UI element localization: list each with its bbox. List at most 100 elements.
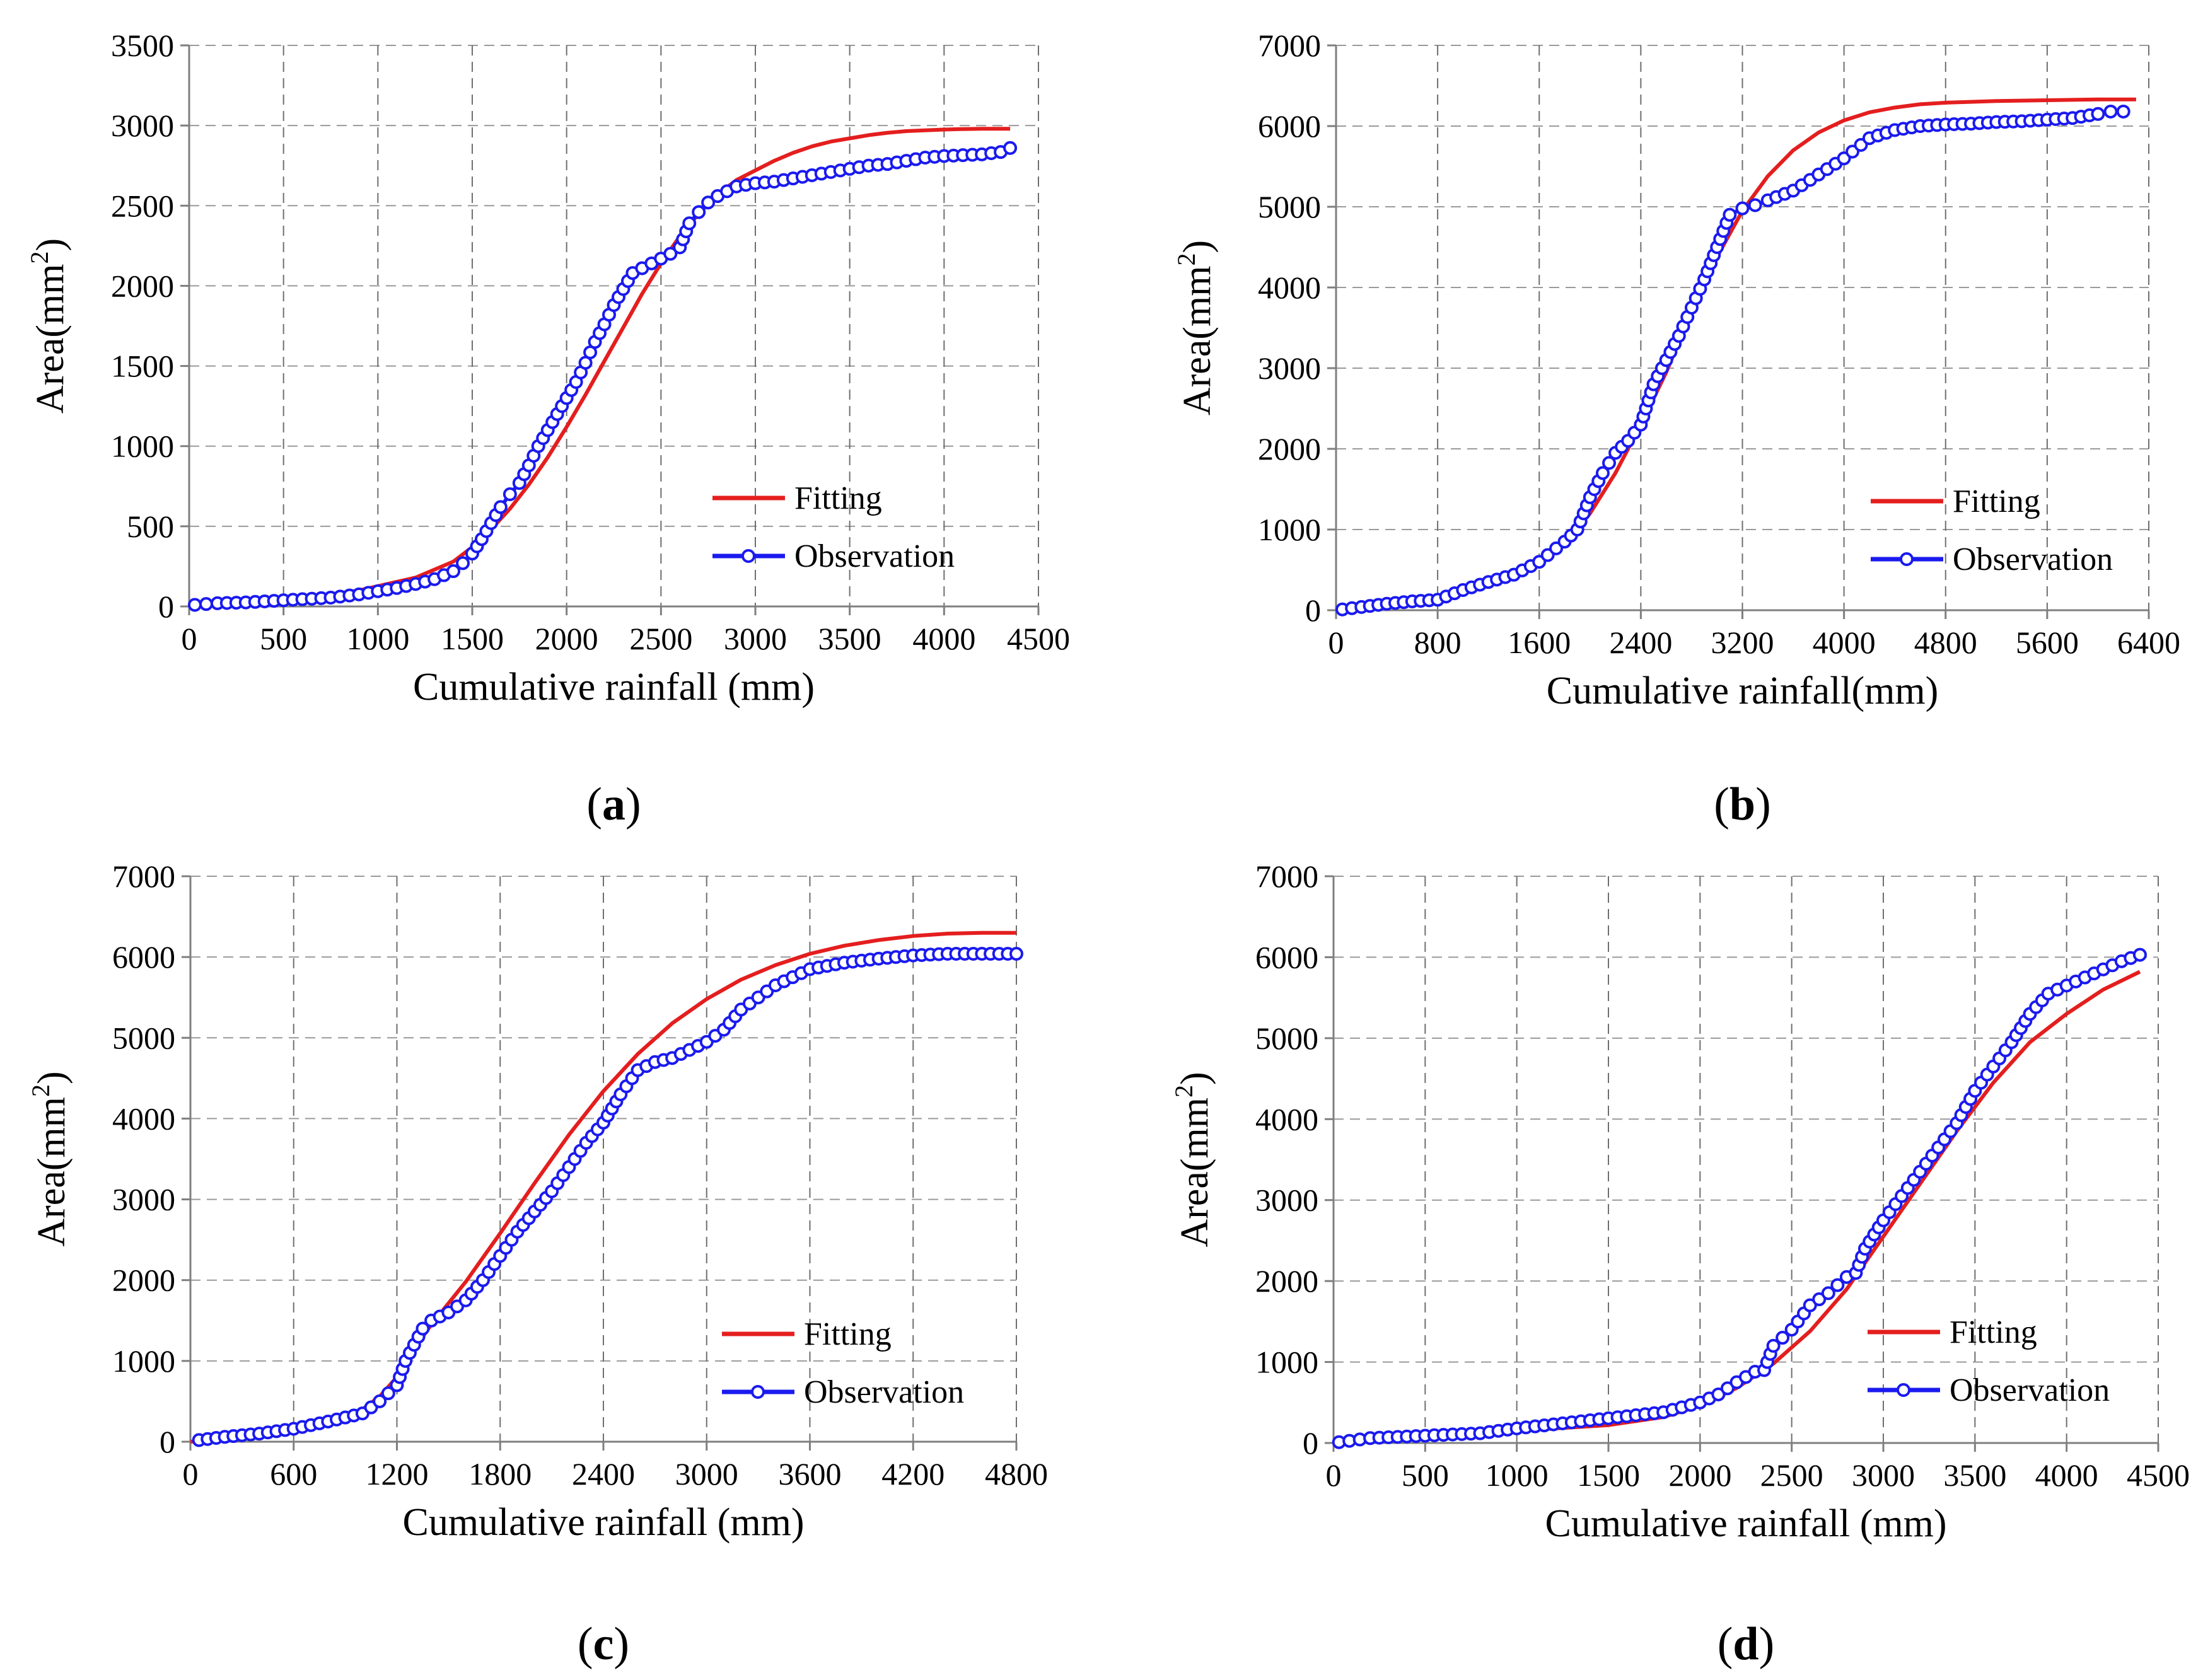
- y-tick-label: 2000: [1255, 1263, 1318, 1299]
- chart-svg-a: 0 500 1000 1500 2000 2500 3000 3500 0 500 1000 1500…: [25, 28, 1070, 830]
- observation-point: [1821, 1286, 1835, 1301]
- observation-point: [1766, 1338, 1781, 1353]
- y-tick-label: 6000: [1258, 108, 1321, 144]
- chart-panel-d: 0 1000 2000 3000 4000 5000 6000 7000 0 500 1000 150…: [1102, 840, 2203, 1679]
- observation-point: [493, 500, 508, 514]
- observation-point: [381, 1386, 395, 1401]
- x-tick-label: 2500: [629, 621, 692, 656]
- x-tick-label: 1000: [1485, 1457, 1549, 1493]
- x-tick-label: 3500: [1943, 1457, 2006, 1493]
- observation-point: [1009, 947, 1023, 961]
- x-tick-label: 1500: [1577, 1457, 1640, 1493]
- legend-marker-observation: [741, 549, 755, 563]
- y-tick-label: 2000: [1258, 431, 1321, 466]
- observation-point: [2116, 104, 2130, 119]
- observation-markers: [187, 141, 1018, 612]
- observation-point: [663, 246, 678, 261]
- x-tick-label: 2000: [1668, 1457, 1731, 1493]
- legend: Fitting Observation: [712, 480, 955, 574]
- x-tick-label: 4800: [985, 1456, 1048, 1492]
- legend: Fitting Observation: [1871, 484, 2113, 577]
- x-tick-label: 1200: [366, 1456, 429, 1492]
- plot-area: [189, 45, 1038, 606]
- observation-markers: [192, 947, 1023, 1447]
- x-tick-label: 3200: [1711, 625, 1774, 660]
- y-tick-label: 7000: [1258, 28, 1321, 63]
- observation-point: [2103, 104, 2118, 119]
- x-tick-label: 6400: [2117, 625, 2180, 660]
- x-tick-label: 3500: [818, 621, 881, 656]
- observation-point: [416, 1321, 430, 1336]
- observation-point: [2091, 107, 2105, 121]
- x-tick-label: 800: [1414, 625, 1462, 660]
- x-tick-label: 4000: [2035, 1457, 2098, 1493]
- y-tick-label: 500: [127, 509, 174, 544]
- y-tick-label: 0: [1303, 1425, 1318, 1461]
- y-tick-label: 6000: [1255, 939, 1318, 975]
- legend-label-observation: Observation: [794, 538, 955, 574]
- x-tick-label: 1500: [441, 621, 504, 656]
- y-tick-label: 2000: [112, 1263, 175, 1298]
- observation-point: [1602, 456, 1617, 470]
- chart-svg-d: 0 1000 2000 3000 4000 5000 6000 7000 0 500 1000 150…: [1170, 859, 2190, 1670]
- y-tick-label: 7000: [112, 859, 175, 894]
- y-axis-title: Area(mm2): [26, 1071, 73, 1246]
- x-tick-label: 2500: [1760, 1457, 1823, 1493]
- x-axis-title: Cumulative rainfall(mm): [1547, 669, 1939, 712]
- chart-panel-a: 0 500 1000 1500 2000 2500 3000 3500 0 500 1000 1500…: [0, 0, 1102, 840]
- y-tick-label: 3500: [111, 28, 174, 63]
- legend-label-observation: Observation: [1950, 1372, 2110, 1408]
- y-tick-label: 1500: [111, 349, 174, 384]
- observation-point: [456, 556, 470, 571]
- x-tick-label: 2400: [572, 1456, 635, 1492]
- x-tick-label: 1800: [468, 1456, 532, 1492]
- observation-point: [701, 195, 716, 210]
- observation-point: [1720, 1381, 1735, 1396]
- y-tick-label: 5000: [112, 1020, 175, 1055]
- legend-label-observation: Observation: [1953, 542, 2113, 577]
- observation-point: [692, 205, 706, 219]
- y-tick-label: 6000: [112, 939, 175, 975]
- x-axis-title: Cumulative rainfall (mm): [413, 666, 815, 709]
- y-tick-label: 5000: [1255, 1021, 1318, 1056]
- y-tick-label: 7000: [1255, 859, 1318, 894]
- x-tick-label: 3000: [1852, 1457, 1915, 1493]
- y-tick-label: 4000: [1258, 270, 1321, 305]
- y-axis-title: Area(mm2): [25, 238, 72, 414]
- observation-point: [1723, 207, 1737, 222]
- observation-point: [1735, 201, 1750, 216]
- x-axis-title: Cumulative rainfall (mm): [402, 1501, 804, 1544]
- x-tick-label: 0: [183, 1456, 199, 1492]
- panel-label: (c): [578, 1618, 629, 1670]
- legend-label-fitting: Fitting: [804, 1316, 892, 1352]
- y-axis-title: Area(mm2): [1170, 1072, 1216, 1247]
- chart-svg-b: 0 1000 2000 3000 4000 5000 6000 7000 0 800 1600 240…: [1172, 28, 2180, 830]
- y-tick-label: 2500: [111, 188, 174, 223]
- x-tick-label: 500: [260, 621, 307, 656]
- legend-marker-observation: [751, 1385, 765, 1399]
- y-tick-label: 3000: [1258, 350, 1321, 386]
- plot-area: [1334, 876, 2158, 1443]
- y-tick-label: 4000: [1255, 1101, 1318, 1137]
- x-tick-label: 600: [270, 1456, 317, 1492]
- observation-point: [373, 1394, 387, 1408]
- observation-point: [1711, 1387, 1726, 1401]
- x-tick-label: 4800: [1914, 625, 1977, 660]
- observation-point: [1803, 1298, 1817, 1312]
- observation-markers: [1332, 947, 2147, 1449]
- y-tick-label: 1000: [112, 1343, 175, 1379]
- panel-label: (b): [1714, 779, 1770, 830]
- x-tick-label: 500: [1402, 1457, 1449, 1493]
- y-tick-label: 3000: [111, 108, 174, 143]
- legend: Fitting Observation: [1868, 1314, 2110, 1408]
- y-tick-label: 0: [160, 1424, 175, 1459]
- y-tick-label: 3000: [112, 1182, 175, 1217]
- observation-point: [199, 597, 213, 611]
- y-tick-label: 0: [1305, 593, 1321, 628]
- chart-svg-c: 0 1000 2000 3000 4000 5000 6000 7000 0 600 1200 180…: [26, 859, 1048, 1670]
- chart-panel-c: 0 1000 2000 3000 4000 5000 6000 7000 0 600 1200 180…: [0, 840, 1102, 1679]
- observation-point: [1003, 141, 1018, 155]
- y-tick-label: 3000: [1255, 1183, 1318, 1218]
- observation-point: [1595, 466, 1610, 480]
